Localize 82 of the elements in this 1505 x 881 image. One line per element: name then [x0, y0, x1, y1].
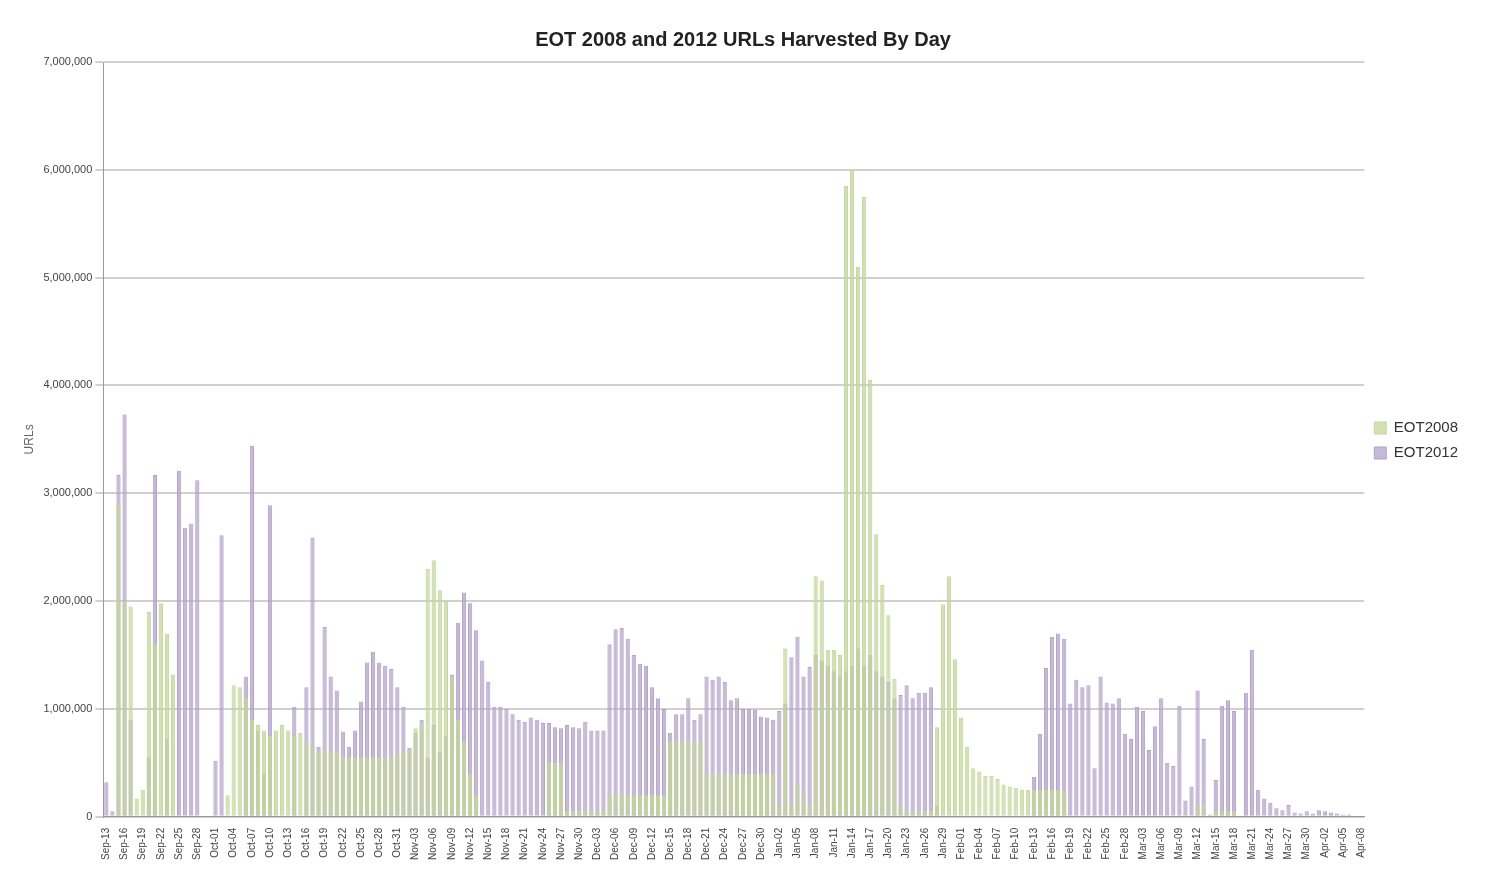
x-tick-label: Feb-01 — [954, 827, 966, 860]
x-tick-label: Dec-09 — [627, 827, 639, 860]
y-tick-label: 1,000,000 — [43, 701, 93, 714]
x-tick-label: Oct-13 — [281, 827, 293, 858]
x-tick-label: Feb-22 — [1082, 827, 1094, 860]
x-tick-label: Oct-19 — [318, 827, 330, 858]
x-tick-label: Jan-29 — [936, 827, 948, 859]
x-tick-label: Jan-17 — [863, 827, 875, 859]
x-tick-label: Oct-10 — [263, 827, 275, 858]
x-tick-label: Mar-03 — [1136, 827, 1148, 860]
x-tick-label: Jan-23 — [900, 827, 912, 859]
x-tick-label: Oct-16 — [300, 827, 312, 858]
x-tick-label: Oct-07 — [245, 827, 257, 858]
x-tick-label: Feb-13 — [1027, 827, 1039, 860]
x-tick-label: Dec-15 — [663, 827, 675, 860]
x-tick-label: Dec-24 — [718, 827, 730, 860]
x-tick-label: Nov-15 — [482, 827, 494, 860]
x-tick-label: Sep-28 — [191, 827, 203, 860]
y-tick-label: 4,000,000 — [43, 378, 93, 391]
x-tick-label: Mar-09 — [1173, 827, 1185, 860]
x-tick-label: Jan-05 — [791, 827, 803, 859]
x-tick-label: Apr-02 — [1318, 827, 1330, 858]
x-tick-label: Jan-08 — [809, 827, 821, 859]
x-tick-label: Dec-03 — [591, 827, 603, 860]
x-tick-label: Dec-27 — [736, 827, 748, 860]
x-tick-label: Oct-31 — [391, 827, 403, 858]
x-tick-label: Nov-12 — [463, 827, 475, 860]
y-tick-label: 6,000,000 — [43, 162, 93, 175]
y-tick-label: 5,000,000 — [43, 270, 93, 283]
x-tick-label: Mar-18 — [1227, 827, 1239, 860]
x-tick-label: Oct-22 — [336, 827, 348, 858]
x-tick-label: Jan-14 — [845, 827, 857, 859]
x-tick-label: Feb-28 — [1118, 827, 1130, 860]
legend-label: EOT2012 — [1393, 443, 1459, 461]
x-tick-label: Apr-08 — [1355, 827, 1367, 858]
legend-label: EOT2008 — [1393, 418, 1459, 436]
x-tick-label: Nov-18 — [500, 827, 512, 860]
x-tick-label: Feb-16 — [1045, 827, 1057, 860]
x-tick-label: Sep-16 — [118, 827, 130, 860]
x-tick-label: Oct-01 — [209, 827, 221, 858]
x-tick-label: Dec-21 — [700, 827, 712, 860]
x-tick-label: Dec-06 — [609, 827, 621, 860]
x-tick-label: Oct-25 — [354, 827, 366, 858]
x-tick-label: Dec-18 — [682, 827, 694, 860]
chart-title: EOT 2008 and 2012 URLs Harvested By Day — [535, 27, 952, 50]
x-tick-label: Dec-12 — [645, 827, 657, 860]
x-tick-label: Nov-30 — [572, 827, 584, 860]
x-tick-label: Feb-10 — [1009, 827, 1021, 860]
x-tick-label: Nov-06 — [427, 827, 439, 860]
x-tick-label: Mar-12 — [1191, 827, 1203, 860]
x-tick-label: Mar-27 — [1282, 827, 1294, 860]
x-tick-label: Nov-03 — [409, 827, 421, 860]
x-tick-label: Feb-25 — [1100, 827, 1112, 860]
x-tick-label: Feb-04 — [973, 827, 985, 860]
y-axis-title: URLs — [21, 424, 36, 455]
x-tick-label: Mar-06 — [1154, 827, 1166, 860]
x-tick-label: Nov-09 — [445, 827, 457, 860]
x-tick-label: Feb-07 — [991, 827, 1003, 860]
x-tick-label: Apr-05 — [1336, 827, 1348, 858]
x-tick-label: Mar-21 — [1245, 827, 1257, 860]
x-tick-label: Jan-26 — [918, 827, 930, 859]
x-tick-label: Mar-15 — [1209, 827, 1221, 860]
x-tick-label: Dec-30 — [754, 827, 766, 860]
y-tick-label: 2,000,000 — [43, 594, 93, 607]
x-tick-label: Feb-19 — [1064, 827, 1076, 860]
y-tick-label: 7,000,000 — [43, 55, 93, 68]
x-tick-label: Jan-20 — [882, 827, 894, 859]
x-tick-label: Jan-11 — [827, 827, 839, 858]
x-tick-label: Nov-21 — [518, 827, 530, 860]
x-tick-label: Sep-13 — [100, 827, 112, 860]
y-tick-label: 3,000,000 — [43, 486, 93, 499]
x-tick-label: Jan-02 — [773, 827, 785, 859]
x-tick-label: Mar-30 — [1300, 827, 1312, 860]
x-tick-label: Nov-27 — [554, 827, 566, 860]
y-tick-label: 0 — [86, 809, 93, 822]
x-tick-label: Oct-04 — [227, 827, 239, 858]
x-tick-label: Oct-28 — [372, 827, 384, 858]
x-tick-label: Sep-25 — [172, 827, 184, 860]
x-tick-label: Nov-24 — [536, 827, 548, 860]
x-tick-label: Mar-24 — [1264, 827, 1276, 860]
x-tick-label: Sep-19 — [136, 827, 148, 860]
x-tick-label: Sep-22 — [154, 827, 166, 860]
